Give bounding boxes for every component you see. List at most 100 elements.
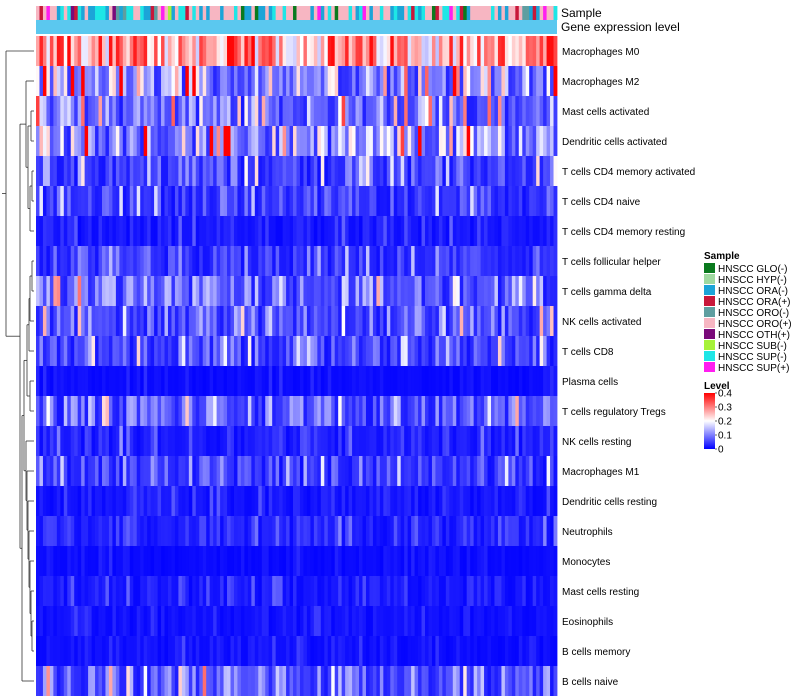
heatmap-cell — [220, 486, 224, 516]
heatmap-cell — [435, 156, 440, 186]
level-tick-label: 0.3 — [718, 403, 732, 414]
heatmap-cell — [98, 636, 103, 666]
heatmap-cell — [466, 276, 471, 306]
heatmap-cell — [355, 396, 360, 426]
heatmap-cell — [286, 636, 290, 666]
heatmap-cell — [393, 516, 398, 546]
heatmap-cell — [404, 456, 409, 486]
heatmap-cell — [147, 156, 152, 186]
heatmap-cell — [150, 186, 155, 216]
heatmap-cell — [268, 66, 273, 96]
heatmap-cell — [115, 456, 120, 486]
heatmap-cell — [195, 126, 200, 156]
heatmap-cell — [213, 456, 218, 486]
heatmap-cell — [379, 156, 384, 186]
heatmap-cell — [438, 336, 443, 366]
heatmap-cell — [550, 666, 554, 696]
heatmap-cell — [376, 636, 381, 666]
heatmap-cell — [303, 366, 308, 396]
heatmap-cell — [42, 96, 47, 126]
heatmap-cell — [268, 276, 273, 306]
heatmap-cell — [379, 666, 384, 696]
heatmap-cell — [435, 636, 440, 666]
heatmap-cell — [435, 546, 440, 576]
sample-annotation-cell — [393, 6, 398, 20]
heatmap-cell — [216, 426, 221, 456]
heatmap-cell — [501, 306, 506, 336]
sample-annotation-cell — [265, 6, 270, 20]
heatmap-cell — [306, 546, 311, 576]
heatmap-cell — [470, 636, 475, 666]
heatmap-cell — [293, 516, 297, 546]
heatmap-cell — [279, 156, 283, 186]
heatmap-cell — [199, 396, 204, 426]
heatmap-cell — [91, 516, 96, 546]
heatmap-cell — [174, 366, 179, 396]
heatmap-cell — [254, 156, 259, 186]
heatmap-cell — [101, 156, 106, 186]
heatmap-cell — [223, 306, 228, 336]
heatmap-cell — [286, 396, 290, 426]
heatmap-cell — [49, 426, 54, 456]
heatmap-cell — [115, 216, 120, 246]
heatmap-cell — [345, 396, 349, 426]
heatmap-cell — [390, 636, 395, 666]
heatmap-cell — [456, 396, 461, 426]
heatmap-cell — [157, 306, 162, 336]
heatmap-cell — [532, 426, 537, 456]
heatmap-cell — [254, 216, 259, 246]
heatmap-cell — [372, 606, 377, 636]
heatmap-cell — [404, 546, 409, 576]
heatmap-cell — [244, 396, 249, 426]
heatmap-cell — [36, 456, 40, 486]
heatmap-cell — [178, 66, 183, 96]
heatmap-cell — [223, 186, 228, 216]
heatmap-cell — [324, 216, 329, 246]
heatmap-cell — [115, 486, 120, 516]
heatmap-cell — [206, 606, 211, 636]
heatmap-cell — [463, 276, 468, 306]
heatmap-cell — [414, 456, 419, 486]
heatmap-cell — [504, 216, 509, 246]
heatmap-cell — [376, 36, 381, 66]
heatmap-cell — [449, 366, 454, 396]
heatmap-cell — [470, 66, 475, 96]
heatmap-cell — [418, 336, 422, 366]
heatmap-cell — [310, 126, 315, 156]
heatmap-cell — [313, 636, 318, 666]
heatmap-cell — [115, 246, 120, 276]
heatmap-cell — [303, 576, 308, 606]
heatmap-cell — [411, 276, 415, 306]
heatmap-cell — [532, 216, 537, 246]
heatmap-cell — [317, 516, 322, 546]
heatmap-cell — [49, 636, 54, 666]
heatmap-cell — [418, 366, 422, 396]
heatmap-cell — [244, 366, 249, 396]
heatmap-cell — [98, 426, 103, 456]
heatmap-cell — [185, 456, 190, 486]
heatmap-cell — [161, 486, 165, 516]
heatmap-cell — [209, 156, 214, 186]
heatmap-cell — [101, 456, 106, 486]
heatmap-cell — [477, 96, 481, 126]
heatmap-cell — [400, 36, 405, 66]
heatmap-cell — [178, 96, 183, 126]
heatmap-cell — [431, 546, 436, 576]
heatmap-cell — [227, 456, 231, 486]
heatmap-cell — [122, 36, 127, 66]
heatmap-cell — [504, 96, 509, 126]
heatmap-cell — [143, 366, 148, 396]
heatmap-cell — [220, 276, 224, 306]
heatmap-cell — [220, 666, 224, 696]
heatmap-cell — [525, 456, 530, 486]
heatmap-cell — [147, 426, 152, 456]
heatmap-cell — [484, 666, 488, 696]
heatmap-cell — [105, 606, 110, 636]
sample-annotation-cell — [230, 6, 235, 20]
heatmap-cell — [379, 306, 384, 336]
heatmap-cell — [331, 36, 336, 66]
heatmap-cell — [390, 246, 395, 276]
heatmap-cell — [108, 546, 113, 576]
heatmap-cell — [119, 666, 124, 696]
heatmap-cell — [320, 516, 325, 546]
